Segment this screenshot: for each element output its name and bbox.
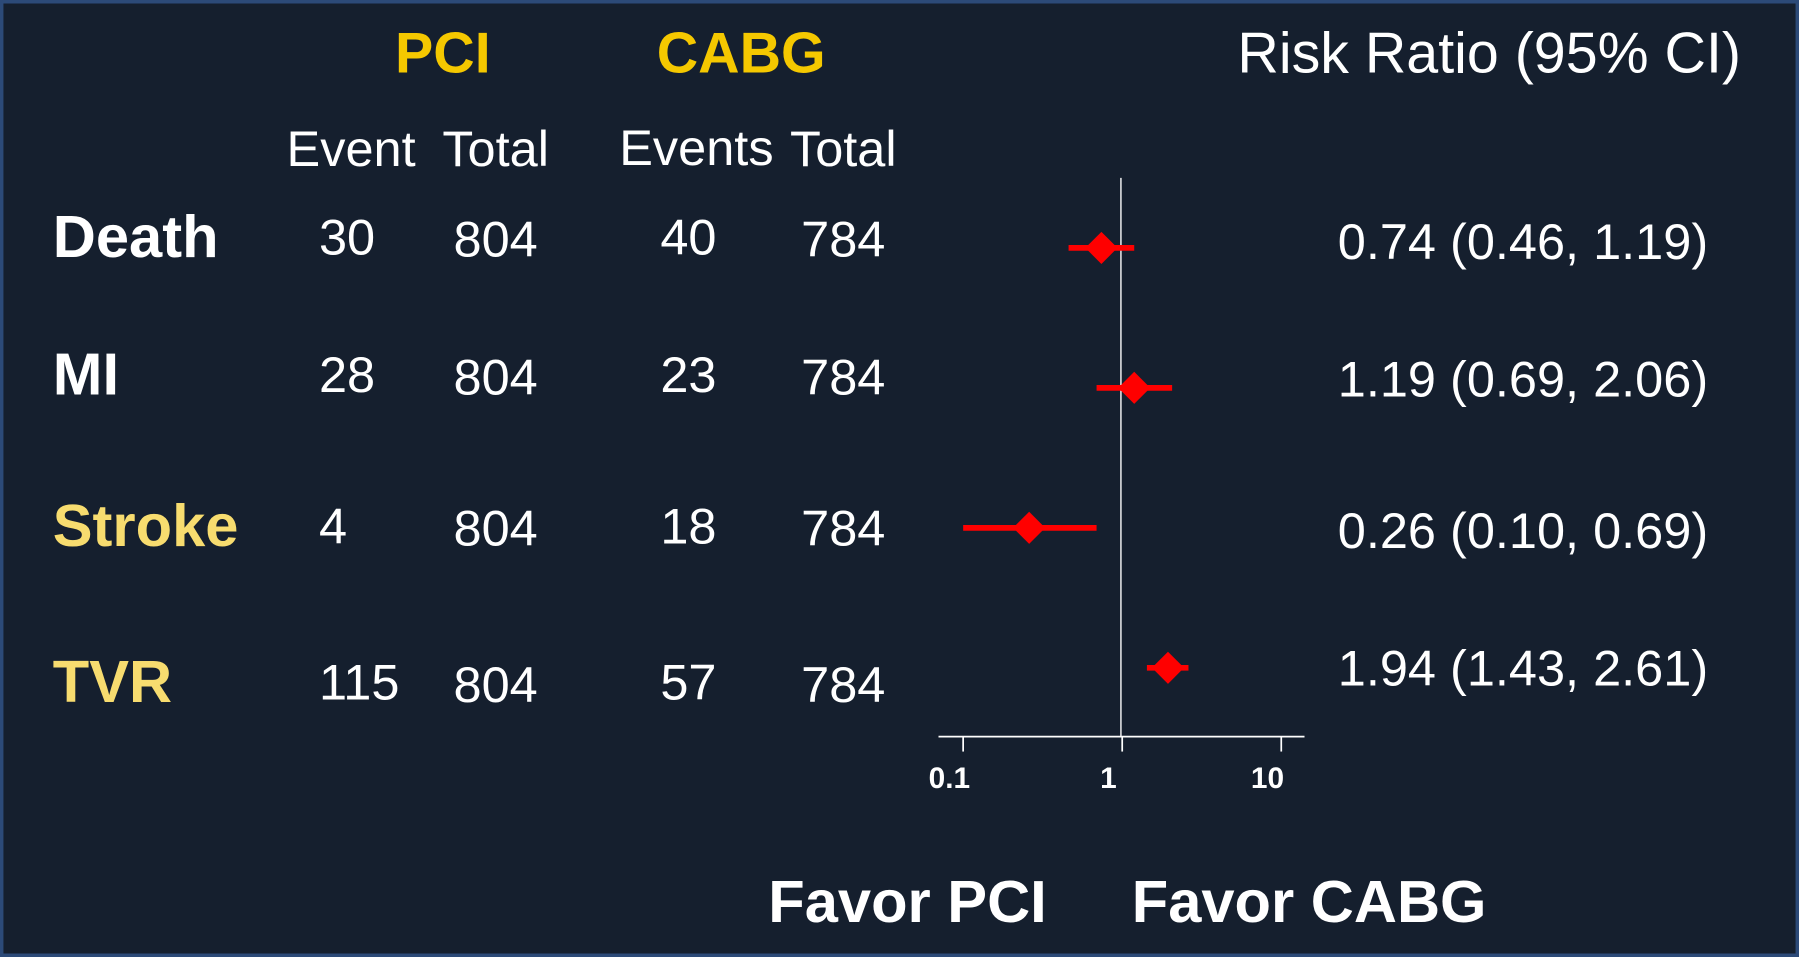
cabg-total: 784: [801, 656, 885, 713]
group-header: CABG: [657, 22, 826, 86]
pci-total: 804: [454, 500, 538, 557]
column-header: Total: [442, 120, 549, 177]
row-label: TVR: [53, 648, 172, 715]
cabg-total: 784: [801, 500, 885, 557]
cabg-total: 784: [801, 211, 885, 268]
cabg-total: 784: [801, 348, 885, 405]
column-header: Events: [619, 119, 773, 176]
point-estimate: [1013, 511, 1046, 544]
x-label: Favor CABG: [1132, 868, 1487, 935]
chart-title: Risk Ratio (95% CI): [1237, 22, 1741, 86]
group-header: PCI: [395, 22, 491, 86]
column-header: Event: [287, 120, 416, 177]
ci-label: 1.19 (0.69, 2.06): [1338, 351, 1708, 408]
pci-total: 804: [454, 211, 538, 268]
x-tick-label: 0.1: [929, 762, 970, 795]
cabg-events: 23: [660, 346, 716, 403]
cabg-events: 18: [660, 497, 716, 554]
row-label: Stroke: [53, 492, 239, 559]
point-estimate: [1118, 371, 1151, 404]
pci-events: 115: [319, 653, 399, 710]
x-label: Favor PCI: [768, 868, 1046, 935]
pci-events: 30: [319, 208, 375, 265]
x-tick-label: 1: [1100, 762, 1117, 795]
pci-events: 4: [319, 497, 347, 554]
row-label: Death: [53, 203, 219, 270]
row-label: MI: [53, 340, 119, 407]
ci-label: 0.74 (0.46, 1.19): [1338, 213, 1708, 270]
x-tick-label: 10: [1251, 762, 1284, 795]
ci-label: 1.94 (1.43, 2.61): [1338, 640, 1708, 697]
column-header: Total: [790, 120, 897, 177]
pci-total: 804: [454, 348, 538, 405]
cabg-events: 57: [660, 653, 716, 710]
point-estimate: [1085, 231, 1118, 264]
cabg-events: 40: [660, 208, 716, 265]
point-estimate: [1151, 651, 1185, 684]
pci-total: 804: [454, 656, 538, 713]
ci-label: 0.26 (0.10, 0.69): [1338, 502, 1708, 559]
pci-events: 28: [319, 346, 375, 403]
